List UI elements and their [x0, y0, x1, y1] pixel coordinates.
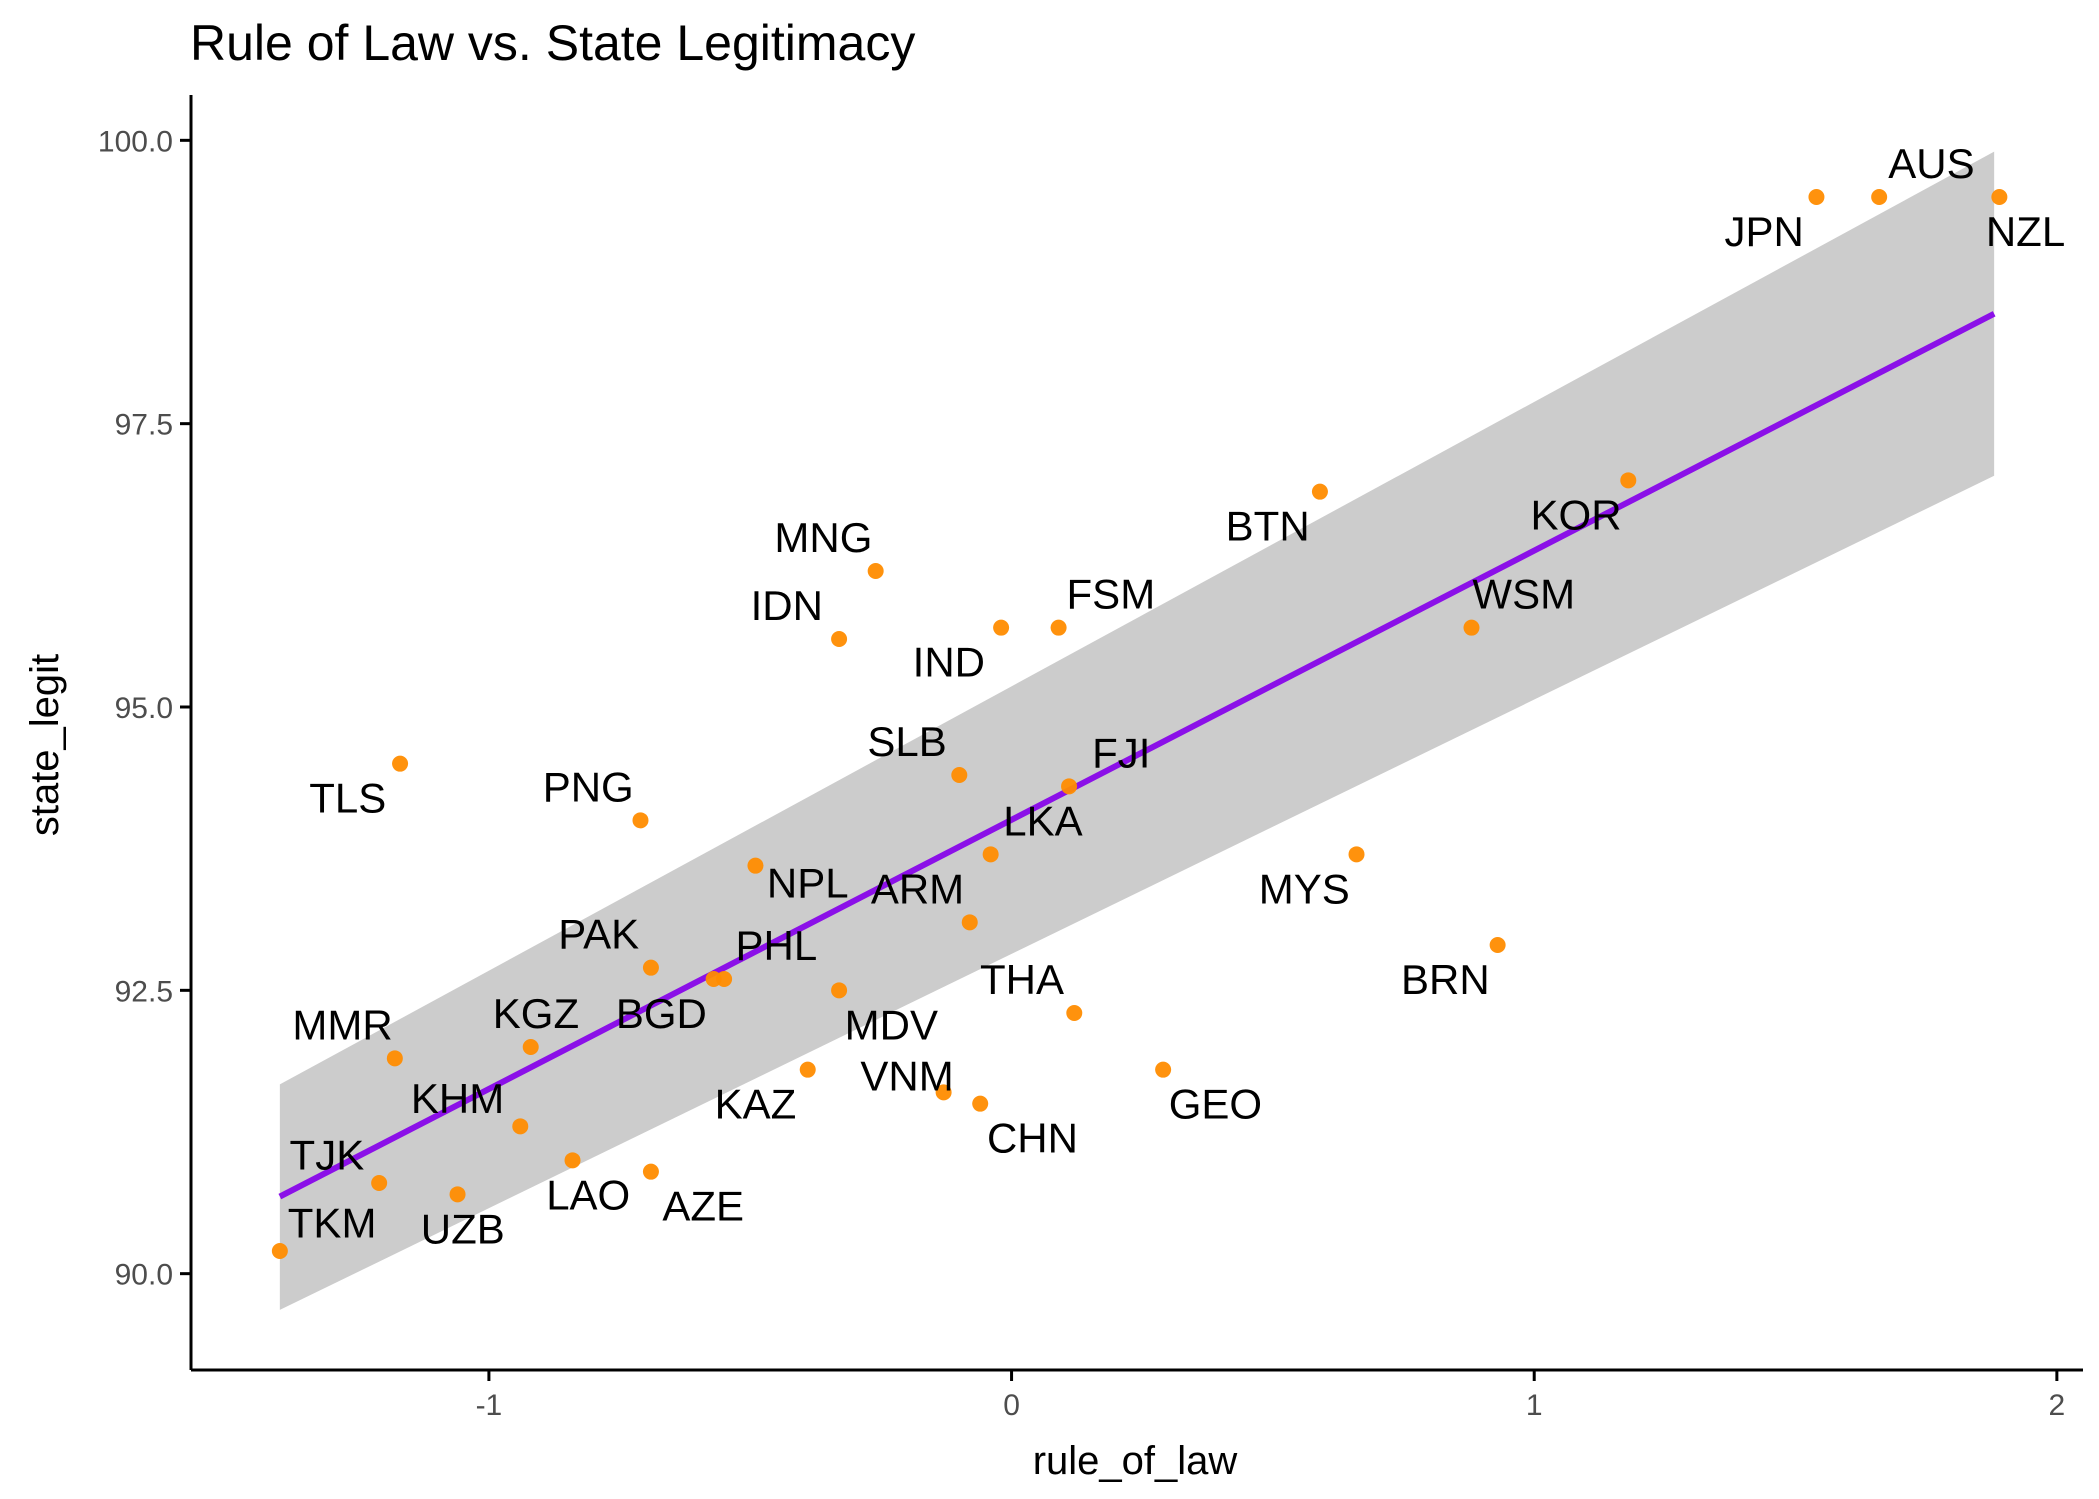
point-npl: [747, 857, 764, 874]
x-axis-ticks: -1 0 1 2: [476, 1370, 2066, 1422]
point-khm: [512, 1118, 529, 1135]
point-uzb: [449, 1186, 466, 1203]
label-btn: BTN: [1226, 503, 1310, 550]
x-tick-label: -1: [476, 1389, 503, 1422]
label-npl: NPL: [767, 860, 849, 907]
point-mys: [1348, 846, 1365, 863]
point-fji: [1061, 778, 1078, 795]
x-tick-label: 1: [1526, 1389, 1543, 1422]
point-fsm: [1050, 619, 1067, 636]
point-geo: [1155, 1061, 1172, 1078]
label-jpn: JPN: [1725, 208, 1804, 255]
point-pak: [642, 959, 659, 976]
x-tick-label: 2: [2049, 1389, 2066, 1422]
label-png: PNG: [543, 763, 634, 810]
point-vnm: [935, 1084, 952, 1101]
label-khm: KHM: [411, 1075, 504, 1122]
axes: -1 0 1 2 90.0 92.5 95.0 97.5 100.0: [98, 95, 2083, 1422]
point-lka: [982, 846, 999, 863]
point-jpn: [1808, 189, 1825, 205]
label-mmr: MMR: [292, 1001, 392, 1048]
point-tkm: [271, 1243, 288, 1259]
plot-area: AUS JPN NZL KOR BTN WSM MNG IDN IND FSM SLB FJI TLS P…: [271, 140, 2065, 1310]
label-kor: KOR: [1531, 491, 1622, 538]
label-arm: ARM: [871, 865, 964, 912]
y-axis-label: state_legit: [23, 654, 67, 836]
label-phl: PHL: [736, 922, 818, 969]
y-tick-label: 97.5: [115, 409, 173, 442]
confidence-band: [279, 151, 1995, 1310]
y-axis-ticks: 90.0 92.5 95.0 97.5 100.0: [98, 125, 191, 1292]
point-tjk: [371, 1175, 388, 1191]
point-arm: [961, 914, 978, 931]
point-kor: [1620, 472, 1637, 489]
x-axis-label: rule_of_law: [1033, 1439, 1238, 1483]
point-png: [632, 812, 649, 829]
label-tls: TLS: [309, 775, 386, 822]
label-uzb: UZB: [421, 1205, 505, 1252]
label-fji: FJI: [1092, 729, 1150, 776]
y-tick-label: 92.5: [115, 975, 173, 1008]
point-bgd: [705, 971, 722, 987]
label-kgz: KGZ: [493, 990, 579, 1037]
point-mdv: [831, 982, 848, 999]
label-geo: GEO: [1169, 1081, 1262, 1128]
label-tjk: TJK: [290, 1132, 365, 1179]
label-vnm: VNM: [860, 1052, 953, 1099]
point-lao: [564, 1152, 581, 1169]
label-brn: BRN: [1401, 956, 1490, 1003]
label-nzl: NZL: [1986, 208, 2065, 255]
point-idn: [831, 631, 848, 647]
points-layer: [271, 189, 2008, 1259]
point-mmr: [386, 1050, 403, 1067]
y-tick-label: 95.0: [115, 692, 173, 725]
y-tick-label: 90.0: [115, 1259, 173, 1292]
point-slb: [951, 767, 968, 783]
point-ind: [993, 619, 1010, 636]
point-nzl: [1991, 189, 2008, 205]
label-fsm: FSM: [1067, 571, 1156, 618]
label-wsm: WSM: [1472, 571, 1575, 618]
label-slb: SLB: [867, 718, 946, 765]
point-btn: [1311, 483, 1328, 500]
label-pak: PAK: [558, 911, 639, 958]
point-kaz: [799, 1061, 816, 1078]
point-chn: [972, 1095, 989, 1112]
point-tha: [1066, 1005, 1083, 1021]
point-kgz: [522, 1039, 539, 1055]
point-wsm: [1463, 619, 1480, 636]
label-tkm: TKM: [288, 1200, 377, 1247]
point-aze: [642, 1163, 659, 1180]
label-lka: LKA: [1003, 797, 1082, 844]
label-kaz: KAZ: [715, 1081, 797, 1128]
label-tha: THA: [980, 956, 1064, 1003]
chart-title: Rule of Law vs. State Legitimacy: [190, 15, 915, 71]
point-tls: [392, 755, 409, 772]
label-chn: CHN: [987, 1115, 1078, 1162]
label-aze: AZE: [662, 1183, 744, 1230]
point-brn: [1489, 937, 1506, 953]
label-mng: MNG: [774, 514, 872, 561]
label-aus: AUS: [1888, 140, 1974, 187]
label-mdv: MDV: [845, 1001, 938, 1048]
point-aus: [1871, 189, 1888, 205]
label-bgd: BGD: [616, 990, 707, 1037]
y-tick-label: 100.0: [98, 125, 173, 158]
point-labels-layer: AUS JPN NZL KOR BTN WSM MNG IDN IND FSM SLB FJI TLS P…: [288, 140, 2065, 1252]
point-mng: [867, 563, 884, 579]
label-lao: LAO: [546, 1171, 630, 1218]
label-idn: IDN: [751, 582, 823, 629]
label-ind: IND: [913, 639, 985, 686]
trend-line: [278, 311, 1996, 1200]
label-mys: MYS: [1259, 865, 1350, 912]
x-tick-label: 0: [1003, 1389, 1020, 1422]
